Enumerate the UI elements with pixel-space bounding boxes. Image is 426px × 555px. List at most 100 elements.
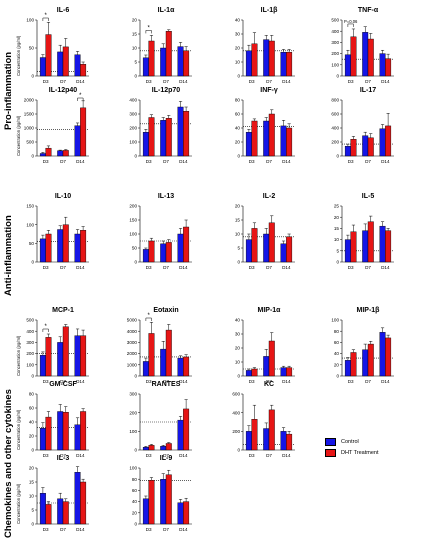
bar-treatment-d7 — [367, 38, 374, 77]
y-tick-label: 40 — [235, 318, 241, 323]
bar-control-d3 — [39, 57, 46, 77]
chart-panel-12: MCP-1 0 100 200 300 400 500 D3 D7 D14 * — [26, 307, 89, 384]
y-tick-label: 0 — [31, 74, 34, 79]
y-tick-label: 300 — [331, 40, 339, 45]
chart-title: IL-1β — [261, 7, 278, 14]
bar-treatment-d3 — [251, 228, 258, 263]
bar-control-d7 — [160, 446, 167, 451]
x-tick-label: D7 — [266, 379, 272, 384]
chart-panel-5: IL-12p70 0 100 200 300 400 D3 D7 D14 — [129, 87, 192, 164]
bar-control-d14 — [74, 125, 81, 157]
x-tick-label: D7 — [266, 453, 272, 458]
y-tick-label: 100 — [26, 362, 34, 367]
bar-treatment-d7 — [62, 326, 69, 377]
bar-control-d3 — [39, 238, 46, 263]
y-tick-label: 20 — [334, 215, 340, 220]
bar-control-d3 — [344, 54, 351, 77]
bar-treatment-d7 — [268, 40, 275, 77]
x-tick-label: D14 — [76, 379, 85, 384]
chart-panel-11: IL-5 0 5 10 15 20 25 D3 D7 D14 — [334, 193, 394, 270]
bar-control-d7 — [362, 230, 369, 263]
chart-title: IL-12p40 — [49, 87, 78, 94]
y-axis-title: Concentration (pg/ml) — [16, 35, 21, 76]
x-tick-label: D3 — [43, 159, 49, 164]
bar-treatment-d7 — [165, 117, 172, 157]
bar-control-d7 — [57, 150, 64, 157]
x-tick-label: D3 — [146, 79, 152, 84]
y-axis-title: Concentration (pg/ml) — [16, 115, 21, 156]
bar-control-d7 — [57, 498, 64, 525]
y-tick-label: 30 — [235, 32, 241, 37]
bar-treatment-d3 — [148, 333, 155, 377]
significance-label: * — [147, 25, 150, 31]
y-tick-label: 500 — [26, 140, 34, 145]
chart-panel-6: INF-γ 0 20 40 60 80 D3 D7 D14 — [235, 87, 295, 164]
bar-treatment-d7 — [367, 221, 374, 263]
bar-control-d14 — [280, 243, 287, 263]
y-tick-label: 20 — [334, 362, 340, 367]
bar-control-d3 — [142, 498, 149, 525]
x-tick-label: D3 — [43, 379, 49, 384]
chart-title: IL-10 — [55, 193, 71, 200]
y-tick-label: 400 — [232, 410, 240, 415]
bar-control-d7 — [160, 243, 167, 263]
legend-label-treatment: DHT Treatment — [341, 449, 379, 456]
x-tick-label: D3 — [348, 379, 354, 384]
bar-control-d14 — [74, 335, 81, 377]
y-tick-label: 15 — [334, 226, 340, 231]
y-tick-label: 0 — [31, 374, 34, 379]
bar-treatment-d14 — [286, 127, 293, 157]
bar-treatment-d3 — [45, 34, 52, 77]
y-tick-label: 600 — [331, 112, 339, 117]
chart-title: RANTES — [152, 381, 181, 388]
y-tick-label: 100 — [26, 222, 34, 227]
x-tick-label: D3 — [146, 265, 152, 270]
chart-title: Eotaxin — [153, 307, 178, 314]
x-tick-label: D7 — [163, 453, 169, 458]
chart-title: IL-12p70 — [152, 87, 181, 94]
bar-treatment-d14 — [286, 236, 293, 263]
bar-control-d3 — [245, 431, 252, 451]
chart-panel-14: MIP-1α 0 10 20 30 40 D3 D7 D14 — [235, 307, 295, 384]
x-tick-label: D3 — [146, 453, 152, 458]
x-tick-label: D7 — [365, 79, 371, 84]
bar-treatment-d14 — [286, 367, 293, 377]
significance-label: * — [44, 13, 47, 19]
bar-control-d3 — [344, 239, 351, 263]
bar-control-d14 — [379, 225, 386, 263]
x-tick-label: D7 — [163, 79, 169, 84]
y-tick-label: 50 — [29, 241, 35, 246]
section-label-chemokines: Chemokines and other cytokines — [3, 389, 14, 538]
chart-panel-0: IL-6 0 50 100 D3 D7 D14 * — [26, 7, 89, 84]
x-tick-label: D14 — [381, 159, 390, 164]
x-tick-label: D14 — [179, 453, 188, 458]
y-tick-label: 10 — [334, 237, 340, 242]
bar-control-d3 — [245, 50, 252, 77]
x-tick-label: D14 — [282, 379, 291, 384]
x-tick-label: D7 — [163, 527, 169, 532]
bar-control-d14 — [280, 431, 287, 451]
y-tick-label: 20 — [132, 18, 138, 23]
legend-swatch-control — [325, 437, 336, 446]
bar-treatment-d14 — [183, 356, 190, 377]
y-tick-label: 20 — [29, 466, 35, 471]
chart-panel-3: TNF-α 0 100 200 300 400 500 D3 D7 D14 P=0.06 — [331, 7, 394, 84]
y-tick-label: 20 — [235, 46, 241, 51]
bar-control-d3 — [142, 361, 149, 377]
y-tick-label: 25 — [334, 204, 340, 209]
y-tick-label: 400 — [331, 29, 339, 34]
y-tick-label: 5000 — [127, 318, 138, 323]
chart-title: IL-13 — [158, 193, 174, 200]
y-tick-label: 500 — [331, 18, 339, 23]
y-axis-title: Concentration (pg/ml) — [16, 409, 21, 450]
y-tick-label: 150 — [26, 204, 34, 209]
x-tick-label: D3 — [348, 79, 354, 84]
y-tick-label: 15 — [235, 218, 241, 223]
x-tick-label: D14 — [179, 159, 188, 164]
bar-control-d14 — [177, 233, 184, 263]
x-tick-label: D7 — [60, 453, 66, 458]
bar-treatment-d3 — [45, 504, 52, 525]
bar-treatment-d14 — [385, 337, 392, 377]
y-tick-label: 1000 — [24, 126, 35, 131]
bar-treatment-d7 — [62, 412, 69, 451]
